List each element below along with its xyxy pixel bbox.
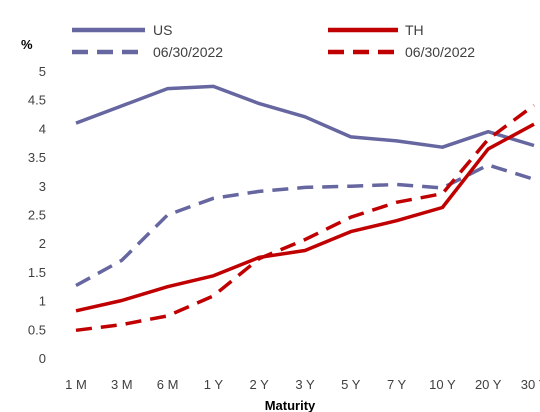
y-tick-label: 2.5 — [28, 208, 46, 223]
x-tick-label: 2 Y — [250, 377, 270, 392]
x-tick-label: 10 Y — [429, 377, 456, 392]
legend-label: US — [153, 22, 172, 38]
x-tick-label: 3 M — [111, 377, 133, 392]
x-tick-label: 5 Y — [341, 377, 361, 392]
series-line — [75, 163, 535, 288]
legend-item: 06/30/2022 — [328, 44, 475, 60]
x-tick-label: 6 M — [157, 377, 179, 392]
series-2-solid — [75, 122, 535, 313]
x-axis-ticks: 1 M 3 M 6 M 1 Y 2 Y 3 Y 5 Y 7 Y 10 Y 20 Y 30 Y — [65, 377, 540, 392]
y-tick-label: 5 — [39, 64, 46, 79]
legend-label: 06/30/2022 — [405, 44, 475, 60]
y-axis-unit-label: % — [21, 37, 33, 52]
legend-item: TH — [328, 22, 424, 38]
legend-item: 06/30/2022 — [72, 44, 223, 60]
legend-label: 06/30/2022 — [153, 44, 223, 60]
series-0-solid — [75, 84, 535, 149]
x-tick-label: 1 M — [65, 377, 87, 392]
y-tick-label: 1.5 — [28, 265, 46, 280]
legend-item: US — [72, 22, 172, 38]
legend: US 06/30/2022 TH 06/30/2022 — [72, 22, 475, 60]
series-line — [75, 84, 535, 149]
x-tick-label: 30 Y — [521, 377, 540, 392]
y-tick-label: 0.5 — [28, 322, 46, 337]
series-lines — [75, 84, 536, 333]
series-1-dashed — [75, 163, 535, 288]
x-tick-label: 20 Y — [475, 377, 502, 392]
y-axis-ticks: 0 0.5 1 1.5 2 2.5 3 3.5 4 4.5 5 — [28, 64, 46, 366]
y-tick-label: 2 — [39, 236, 46, 251]
series-3-dashed — [75, 103, 536, 333]
y-tick-label: 0 — [39, 351, 46, 366]
y-tick-label: 3 — [39, 179, 46, 194]
y-tick-label: 4.5 — [28, 93, 46, 108]
legend-label: TH — [405, 22, 424, 38]
y-tick-label: 4 — [39, 121, 46, 136]
x-axis-title: Maturity — [265, 398, 316, 412]
series-line — [75, 122, 535, 313]
x-tick-label: 7 Y — [387, 377, 407, 392]
y-tick-label: 3.5 — [28, 150, 46, 165]
x-tick-label: 3 Y — [295, 377, 315, 392]
y-tick-label: 1 — [39, 294, 46, 309]
x-tick-label: 1 Y — [204, 377, 224, 392]
